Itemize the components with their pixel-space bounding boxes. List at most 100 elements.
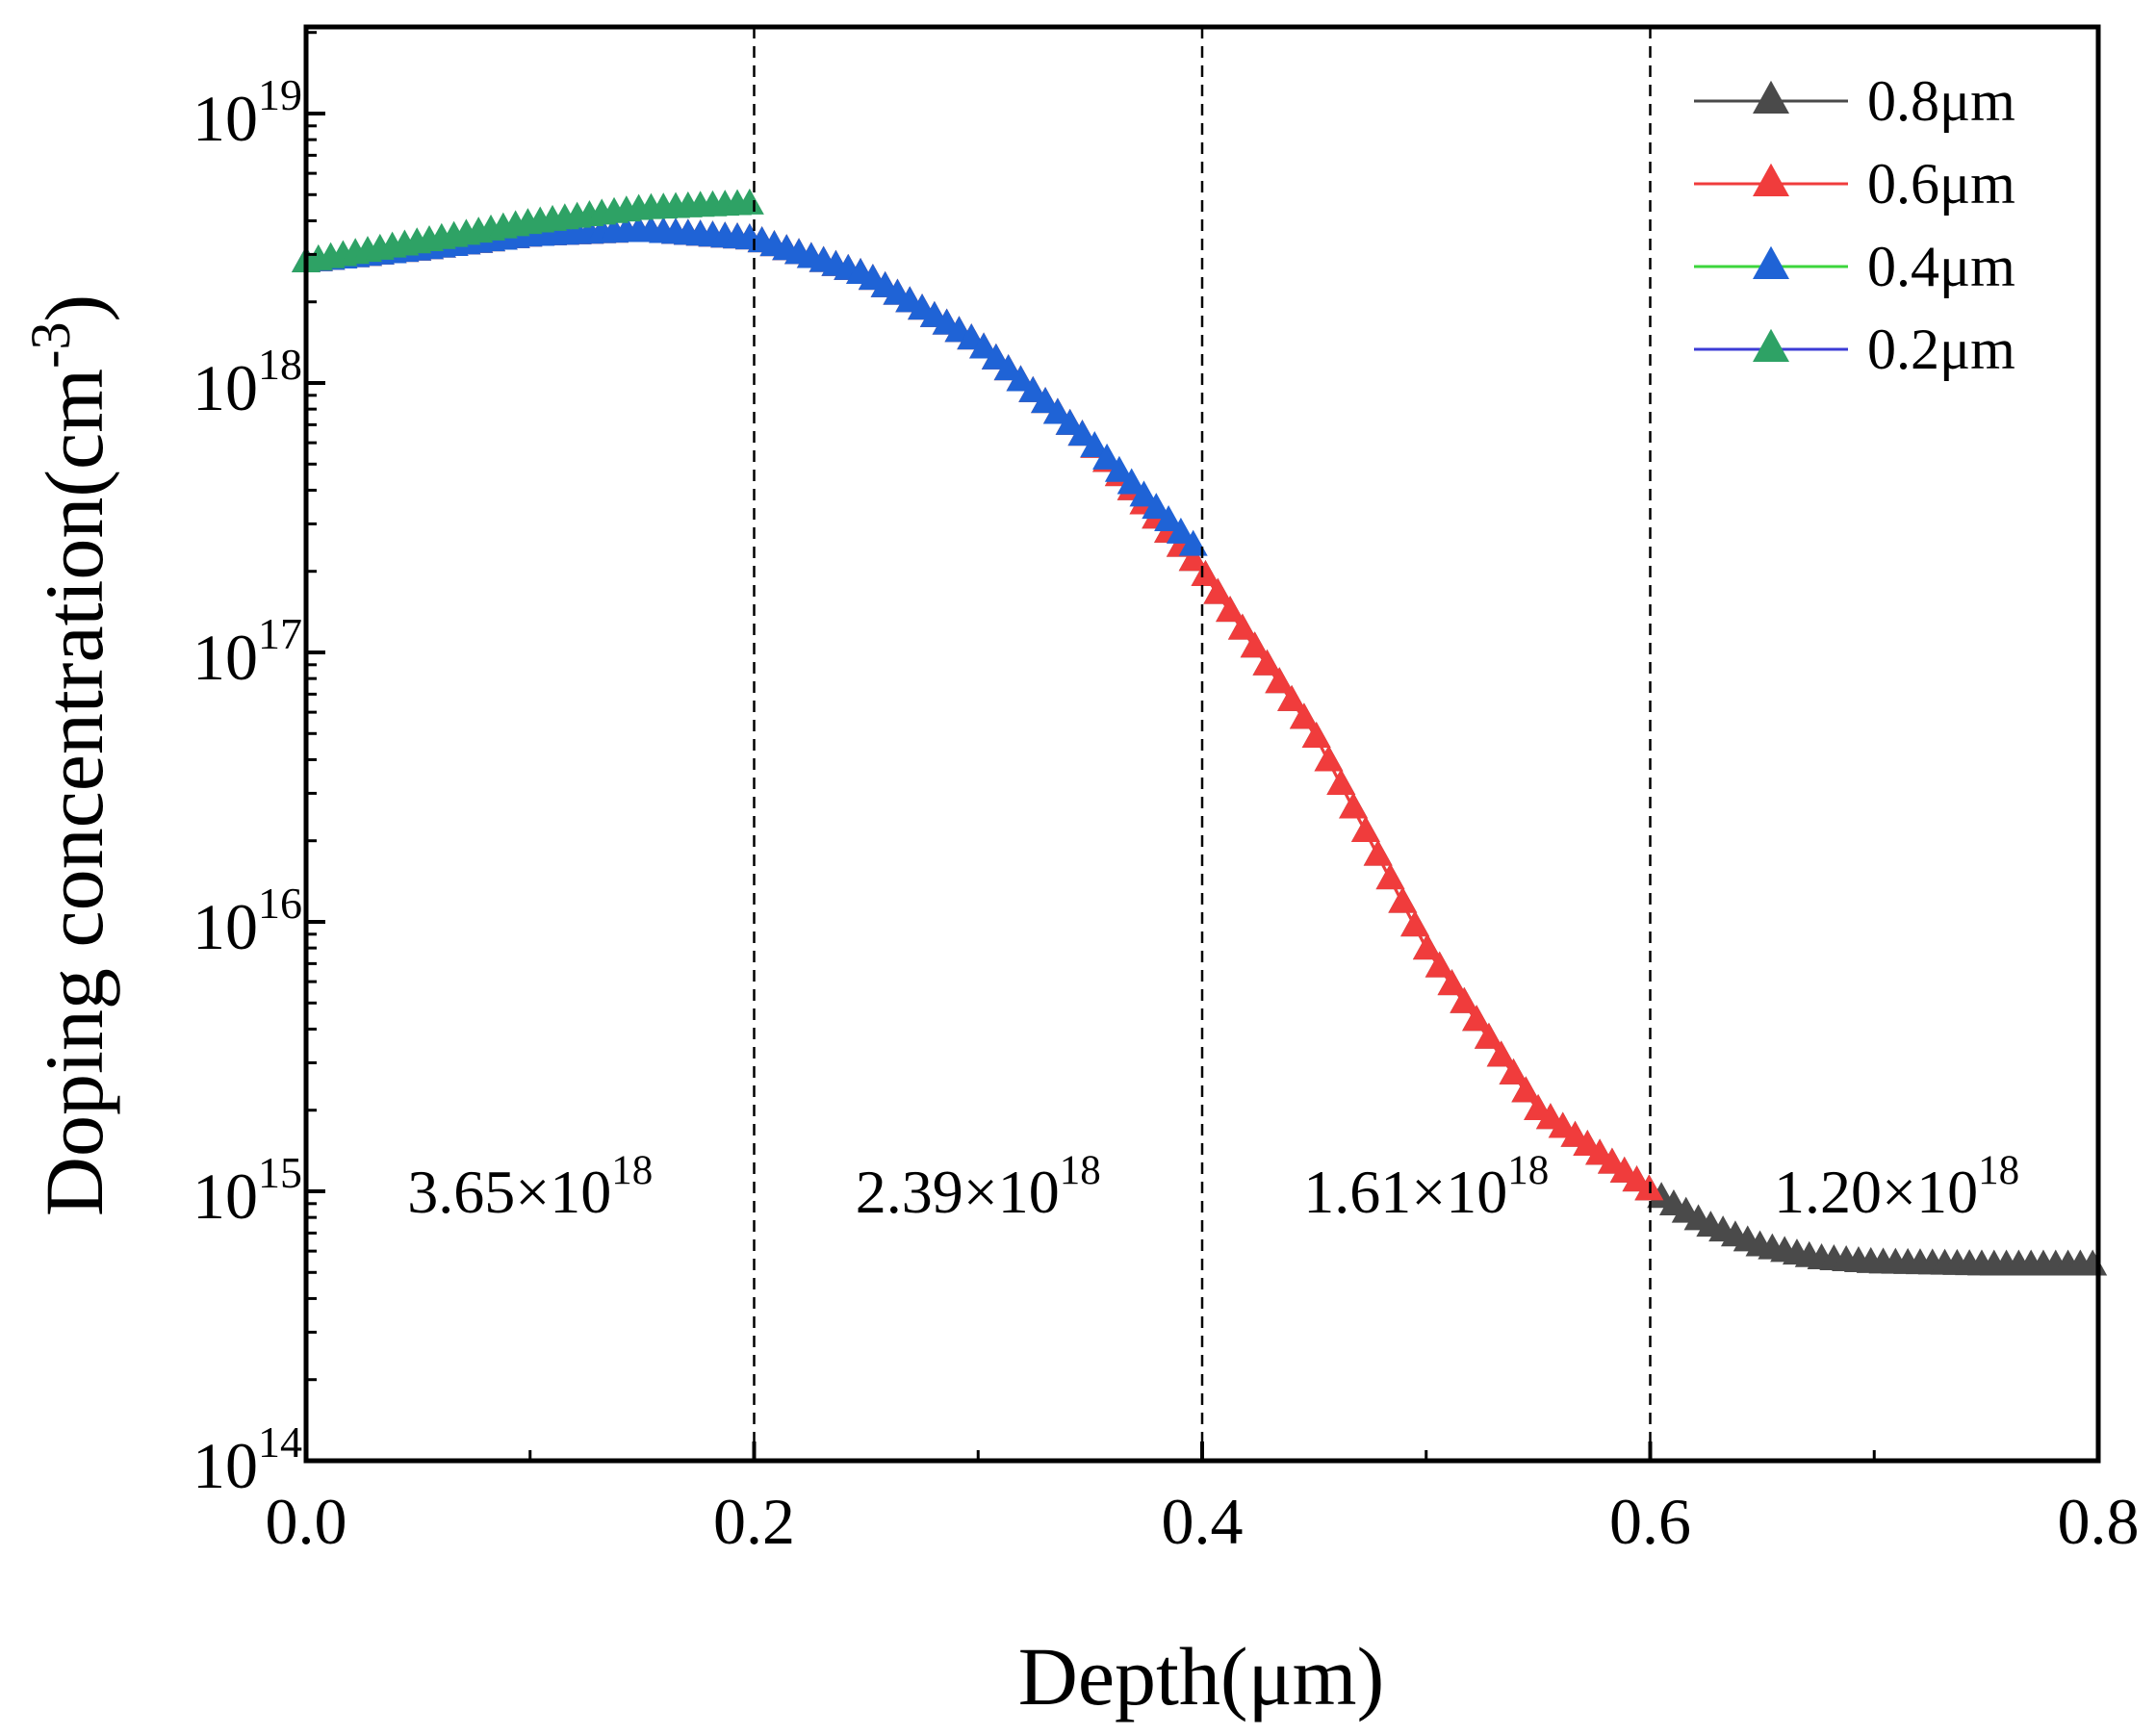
series-0.2m	[292, 188, 764, 273]
legend-marker	[1753, 245, 1789, 279]
y-axis-title-main: Doping concentration(cm	[28, 369, 120, 1216]
y-tick-label: 1017	[192, 609, 302, 694]
y-tick-label: 1018	[192, 340, 302, 424]
y-tick-label: 1015	[192, 1148, 302, 1233]
data-point-marker	[993, 354, 1023, 381]
y-axis-title-close: )	[28, 294, 120, 322]
y-tick-label: 1019	[192, 70, 302, 155]
y-tick-base: 10	[192, 890, 258, 963]
x-tick-label: 0.2	[713, 1485, 795, 1558]
region-annotation: 1.20×1018	[1774, 1148, 2019, 1226]
data-point-marker	[1203, 577, 1233, 604]
data-point-marker	[1092, 443, 1122, 470]
data-point-marker	[1314, 745, 1344, 772]
data-point-marker	[1240, 631, 1270, 658]
data-point-marker	[1252, 649, 1282, 676]
annotation-exponent: 18	[1507, 1148, 1549, 1193]
region-annotation: 2.39×1018	[856, 1148, 1101, 1226]
data-point-marker	[1388, 886, 1418, 913]
data-point-marker	[1227, 613, 1257, 640]
y-tick-exponent: 15	[258, 1148, 302, 1197]
y-tick-exponent: 14	[258, 1417, 302, 1467]
data-point-marker	[1511, 1076, 1541, 1103]
annotation-exponent: 18	[611, 1148, 653, 1193]
data-point-marker	[1154, 504, 1184, 531]
series-0.4m	[292, 215, 1208, 556]
y-tick-label: 1016	[192, 879, 302, 963]
data-point-marker	[1031, 387, 1061, 414]
data-point-marker	[1166, 517, 1195, 544]
y-tick-exponent: 18	[258, 340, 302, 389]
y-tick-exponent: 17	[258, 609, 302, 658]
y-tick-base: 10	[192, 82, 258, 155]
legend-marker	[1753, 328, 1789, 362]
data-point-marker	[1339, 792, 1369, 819]
data-point-marker	[1424, 951, 1454, 978]
x-tick-label: 0.6	[1609, 1485, 1691, 1558]
data-point-marker	[1450, 986, 1479, 1013]
y-tick-base: 10	[192, 1429, 258, 1502]
legend-label: 0.6μm	[1867, 152, 2015, 216]
data-point-marker	[1474, 1022, 1503, 1049]
data-point-marker	[981, 343, 1011, 370]
y-tick-label: 1014	[192, 1417, 302, 1502]
data-point-marker	[1116, 468, 1146, 495]
data-point-marker	[1178, 529, 1208, 556]
data-point-marker	[1412, 933, 1442, 960]
data-point-marker	[1326, 769, 1356, 796]
legend-label: 0.8μm	[1867, 69, 2015, 133]
data-point-marker	[1486, 1040, 1516, 1067]
data-point-marker	[1363, 839, 1393, 866]
x-tick-label: 0.8	[2058, 1485, 2140, 1558]
annotation-exponent: 18	[1978, 1148, 2019, 1193]
data-point-marker	[1400, 910, 1430, 937]
x-tick-label: 0.4	[1162, 1485, 1244, 1558]
data-point-marker	[1216, 596, 1245, 623]
data-point-marker	[1042, 397, 1072, 424]
y-tick-base: 10	[192, 351, 258, 424]
data-point-marker	[1104, 455, 1134, 482]
data-point-marker	[969, 332, 999, 359]
legend: 0.8μm 0.6μm 0.4μm 0.2μm	[1694, 69, 2015, 381]
legend-item: 0.6μm	[1694, 152, 2015, 216]
data-point-marker	[1018, 375, 1048, 402]
y-axis-title: Doping concentration(cm-3)	[19, 294, 120, 1216]
annotation-mantissa: 1.61×10	[1303, 1158, 1507, 1226]
legend-item: 0.8μm	[1694, 69, 2015, 133]
data-point-marker	[1301, 722, 1331, 749]
series-0.6m	[292, 215, 1664, 1201]
data-point-marker	[1142, 493, 1171, 520]
data-point-marker	[734, 188, 764, 215]
y-tick-exponent: 16	[258, 879, 302, 928]
series-0.8m	[292, 215, 2108, 1276]
data-point-marker	[1067, 420, 1097, 447]
annotation-exponent: 18	[1060, 1148, 1101, 1193]
y-tick-base: 10	[192, 621, 258, 694]
x-axis-title: Depth(μm)	[1018, 1630, 1384, 1722]
legend-marker	[1753, 163, 1789, 196]
y-axis-title-superscript: -3	[19, 322, 82, 369]
legend-item: 0.4μm	[1694, 235, 2015, 298]
data-point-marker	[1350, 816, 1380, 843]
legend-marker	[1753, 80, 1789, 114]
data-point-marker	[1178, 545, 1208, 572]
legend-label: 0.2μm	[1867, 318, 2015, 381]
plot-area: 3.65×1018 2.39×1018 1.61×1018 1.20×1018	[292, 27, 2108, 1461]
data-point-marker	[1191, 560, 1220, 587]
data-point-marker	[1462, 1005, 1492, 1032]
data-point-marker	[1277, 684, 1307, 711]
data-point-marker	[1375, 863, 1405, 890]
y-tick-base: 10	[192, 1160, 258, 1233]
y-tick-exponent: 19	[258, 70, 302, 119]
data-point-marker	[1437, 969, 1467, 996]
region-annotation: 1.61×1018	[1303, 1148, 1549, 1226]
data-point-marker	[1289, 702, 1319, 729]
data-point-marker	[1265, 667, 1295, 694]
data-point-marker	[1129, 480, 1159, 507]
legend-item: 0.2μm	[1694, 318, 2015, 381]
data-point-marker	[1499, 1058, 1528, 1084]
data-point-marker	[1006, 365, 1036, 392]
data-point-marker	[1055, 408, 1085, 435]
